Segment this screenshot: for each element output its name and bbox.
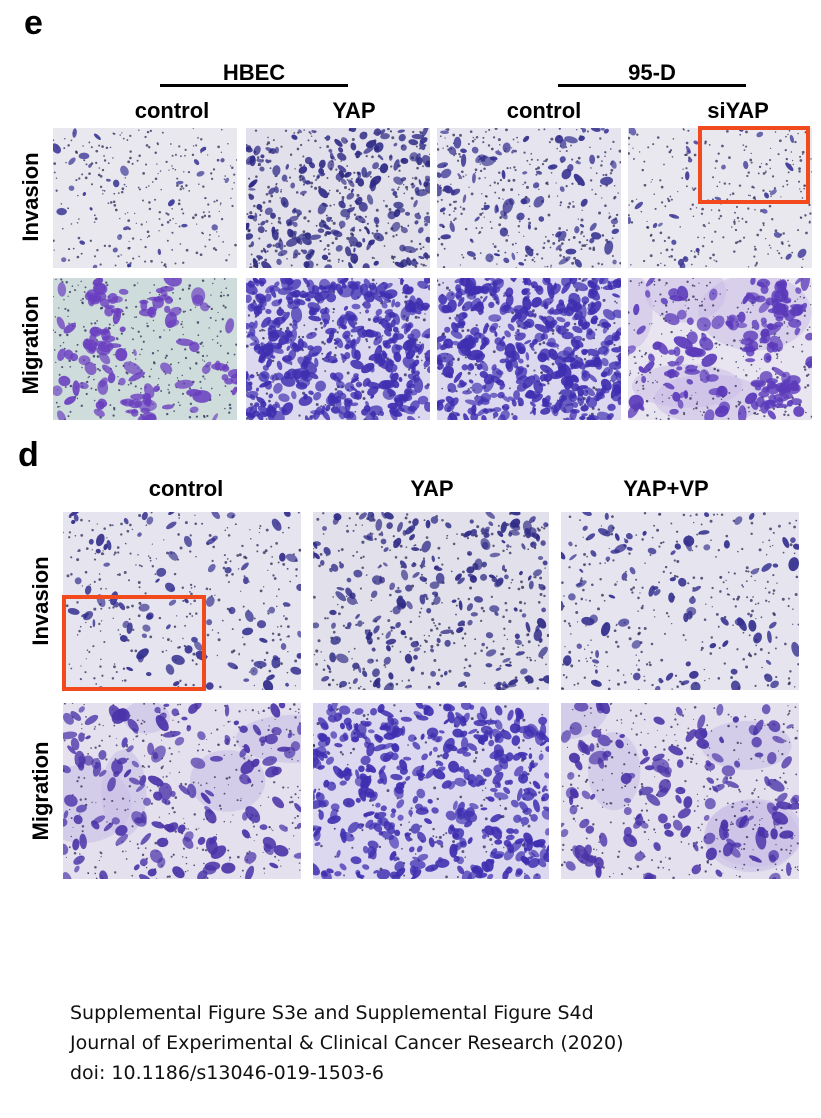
micrograph-e-invasion-yap-hbec (246, 128, 430, 268)
col-label-d-3: YAP+VP (623, 476, 709, 501)
row-label-e-invasion: Invasion (18, 152, 43, 242)
col-label-e-4: siYAP (707, 98, 769, 123)
caption: Supplemental Figure S3e and Supplemental… (70, 998, 810, 1088)
group-label-hbec: HBEC (222, 60, 286, 85)
col-label-e-1: control (134, 98, 210, 123)
micrograph-d-migration-yap (313, 703, 549, 879)
highlight-box-d (62, 595, 206, 691)
group-line-hbec (160, 84, 348, 87)
micrograph-d-migration-control (63, 703, 301, 879)
panel-e-letter: e (24, 4, 43, 42)
highlight-box-e (698, 126, 810, 204)
row-label-d-migration: Migration (28, 741, 53, 841)
col-label-d-2: YAP (410, 476, 454, 501)
panel-d-letter: d (18, 436, 39, 474)
group-label-95d: 95-D (628, 60, 676, 85)
micrograph-e-migration-siyap-95d (628, 278, 812, 420)
row-label-d-invasion: Invasion (28, 556, 53, 646)
micrograph-e-migration-yap-hbec (246, 278, 430, 420)
micrograph-d-invasion-yap-vp (561, 512, 799, 690)
micrograph-e-invasion-siyap-95d (628, 128, 812, 268)
micrograph-e-invasion-control-95d (437, 128, 621, 268)
micrograph-e-invasion-control-hbec (53, 128, 237, 268)
micrograph-e-migration-control-hbec (53, 278, 237, 420)
col-label-e-2: YAP (332, 98, 376, 123)
micrograph-d-migration-yap-vp (561, 703, 799, 879)
caption-line-3: doi: 10.1186/s13046-019-1503-6 (70, 1062, 384, 1084)
micrograph-e-migration-control-95d (437, 278, 621, 420)
col-label-e-3: control (506, 98, 582, 123)
micrograph-d-invasion-control (63, 512, 301, 690)
row-label-e-migration: Migration (18, 295, 43, 395)
caption-line-1: Supplemental Figure S3e and Supplemental… (70, 1002, 594, 1024)
group-line-95d (558, 84, 746, 87)
micrograph-d-invasion-yap (313, 512, 549, 690)
caption-line-2: Journal of Experimental & Clinical Cance… (70, 1032, 624, 1054)
col-label-d-1: control (148, 476, 224, 501)
